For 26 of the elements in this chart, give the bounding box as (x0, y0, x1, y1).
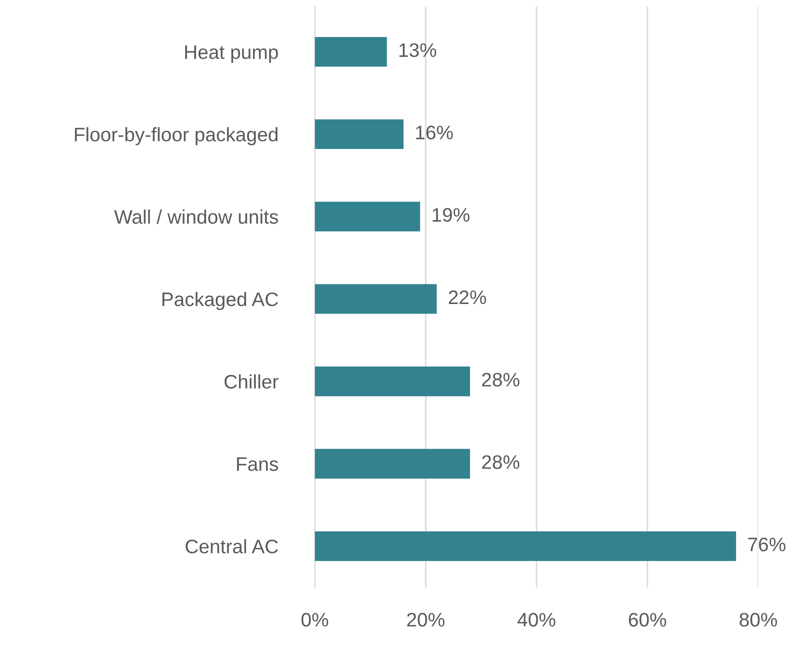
bar (314, 531, 736, 561)
bar (314, 284, 437, 314)
y-tick-label: Packaged AC (162, 292, 278, 310)
bar (314, 366, 470, 396)
data-label: 16% (416, 126, 453, 140)
bar (314, 119, 404, 150)
y-tick-label: Wall / window units (114, 210, 278, 224)
bar (314, 36, 387, 67)
bar (314, 448, 470, 479)
bar (314, 202, 420, 232)
data-label: 76% (748, 538, 786, 552)
data-label: 13% (399, 43, 436, 58)
x-tick-label: 20% (407, 612, 444, 627)
y-tick-label: Chiller (224, 374, 278, 389)
data-label: 19% (432, 208, 470, 222)
x-tick-label: 80% (740, 612, 778, 627)
data-label: 22% (448, 290, 486, 304)
y-tick-label: Central AC (186, 539, 278, 554)
x-tick-label: 40% (518, 612, 556, 627)
data-label: 28% (482, 372, 520, 387)
y-tick-label: Heat pump (185, 45, 278, 63)
x-tick-label: 0% (302, 612, 328, 627)
y-tick-label: Fans (237, 457, 278, 471)
x-tick-label: 60% (628, 612, 666, 627)
data-label: 28% (482, 455, 520, 469)
y-tick-label: Floor-by-floor packaged (74, 127, 278, 146)
